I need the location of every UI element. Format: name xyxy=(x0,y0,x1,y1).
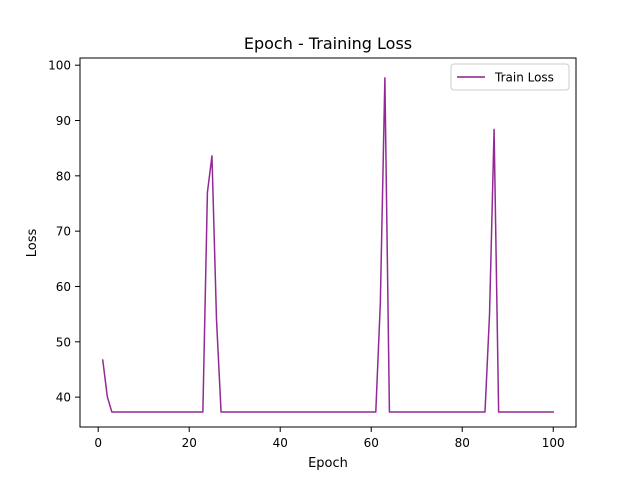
plot-area: 0 20 40 60 80 100 40 50 60 70 80 90 100 xyxy=(48,57,577,450)
axes-spines xyxy=(79,57,577,428)
series-line-train-loss xyxy=(101,77,554,413)
y-tick-label: 90 xyxy=(56,114,71,128)
x-axis: 0 20 40 60 80 100 xyxy=(94,427,565,450)
x-axis-label: Epoch xyxy=(308,456,348,471)
x-tick-label: 0 xyxy=(94,436,102,450)
y-tick-label: 60 xyxy=(56,280,71,294)
y-tick-label: 40 xyxy=(56,391,71,405)
y-tick-label: 100 xyxy=(48,59,71,73)
x-tick-label: 80 xyxy=(455,436,470,450)
y-tick-label: 50 xyxy=(56,335,71,349)
chart-title: Epoch - Training Loss xyxy=(244,34,412,53)
x-tick-label: 100 xyxy=(542,436,565,450)
legend-box xyxy=(450,63,570,91)
x-tick-label: 60 xyxy=(364,436,379,450)
y-axis-label: Loss xyxy=(25,229,40,258)
legend-label: Train Loss xyxy=(494,71,554,85)
plot-frame-border xyxy=(79,57,577,428)
legend: Train Loss xyxy=(450,63,570,91)
plot-background xyxy=(80,58,576,427)
x-tick-label: 40 xyxy=(273,436,288,450)
series-layer xyxy=(101,77,554,413)
y-tick-label: 70 xyxy=(56,225,71,239)
y-axis: 40 50 60 70 80 90 100 xyxy=(48,59,80,405)
y-tick-label: 80 xyxy=(56,169,71,183)
x-tick-label: 20 xyxy=(182,436,197,450)
